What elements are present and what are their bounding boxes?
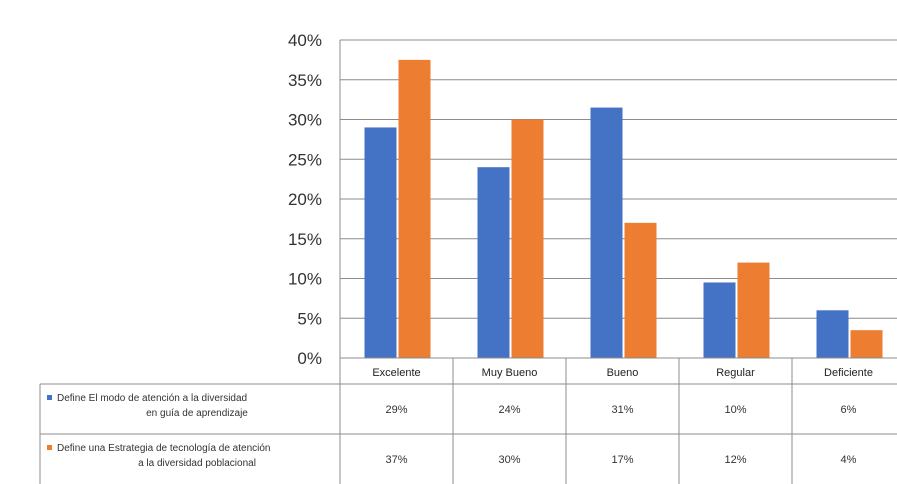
bar xyxy=(511,119,544,358)
y-tick-label: 15% xyxy=(288,230,322,249)
legend-label: Define una Estrategia de tecnología de a… xyxy=(57,443,271,469)
category-label: Excelente xyxy=(372,367,420,379)
bar xyxy=(703,282,736,358)
y-tick-label: 0% xyxy=(297,349,322,368)
data-label: 30% xyxy=(498,454,520,466)
data-table: Excelente Muy Bueno Bueno Regular Deficiente… xyxy=(39,357,897,484)
data-label: 29% xyxy=(385,404,407,416)
y-tick-label: 30% xyxy=(288,111,322,130)
y-tick-label: 25% xyxy=(288,150,322,169)
data-label: 4% xyxy=(841,454,857,466)
y-tick-label: 40% xyxy=(288,31,322,50)
y-tick-label: 5% xyxy=(297,309,322,328)
category-label: Muy Bueno xyxy=(482,367,538,379)
category-label: Deficiente xyxy=(824,367,873,379)
legend-key xyxy=(47,395,52,400)
bar xyxy=(364,127,397,358)
data-label: 37% xyxy=(385,454,407,466)
legend-key xyxy=(47,445,52,450)
y-tick-label: 10% xyxy=(288,270,322,289)
y-axis-ticks: 0% 5% 10% 15% 20% 25% 30% 35% 40% xyxy=(288,31,322,368)
y-tick-label: 20% xyxy=(288,190,322,209)
category-label: Regular xyxy=(716,367,755,379)
y-tick-label: 35% xyxy=(288,71,322,90)
bar xyxy=(850,330,883,358)
legend-label: Define El modo de atención a la diversid… xyxy=(57,393,248,419)
bars xyxy=(364,59,883,358)
bar xyxy=(477,167,510,358)
category-label: Bueno xyxy=(607,367,639,379)
data-label: 12% xyxy=(724,454,746,466)
data-label: 10% xyxy=(724,404,746,416)
bar xyxy=(624,222,657,358)
data-label: 24% xyxy=(498,404,520,416)
bar xyxy=(398,59,431,358)
data-label: 17% xyxy=(611,454,633,466)
bar xyxy=(590,107,623,358)
bar xyxy=(737,262,770,358)
data-label: 6% xyxy=(841,404,857,416)
bar xyxy=(816,310,849,358)
data-label: 31% xyxy=(611,404,633,416)
